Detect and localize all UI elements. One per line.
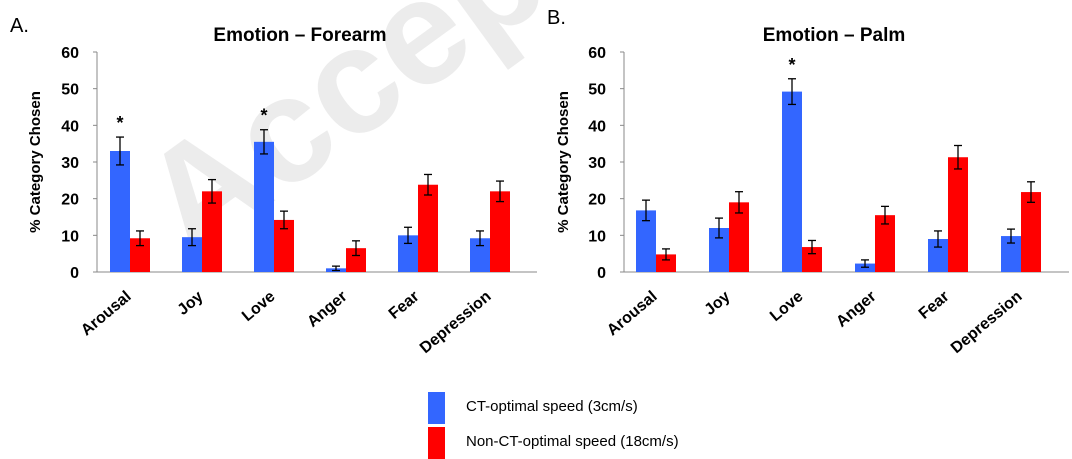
panel-b-x-tick-label: Fear bbox=[916, 288, 953, 323]
panel-a-significance-star: * bbox=[260, 106, 267, 126]
panel-a-x-tick-label: Joy bbox=[175, 288, 207, 319]
panel-b-x-tick-label: Depression bbox=[948, 288, 1026, 357]
panel-b-y-tick-label: 30 bbox=[588, 155, 606, 172]
panel-b-bar-ct bbox=[782, 91, 802, 272]
panel-b-significance-star: * bbox=[788, 55, 795, 75]
panel-b-bar-non-ct bbox=[948, 157, 968, 272]
panel-b-y-tick-label: 10 bbox=[588, 228, 606, 245]
panel-a-y-tick-label: 30 bbox=[61, 155, 79, 172]
panel-b-y-tick-label: 60 bbox=[588, 45, 606, 62]
panel-a-y-tick-label: 0 bbox=[70, 265, 79, 282]
panel-b-bar-ct bbox=[1001, 236, 1021, 272]
panel-a-x-tick-label: Fear bbox=[386, 288, 423, 323]
panel-b-bar-non-ct bbox=[802, 247, 822, 272]
panel-a-x-tick-label: Anger bbox=[304, 288, 350, 331]
panel-a-bar-ct bbox=[254, 141, 274, 272]
panel-a-bar-non-ct bbox=[490, 191, 510, 272]
panel-a-bar-non-ct bbox=[346, 248, 366, 272]
panel-a-bar-ct bbox=[470, 238, 490, 272]
panel-b-y-axis-label: % Category Chosen bbox=[555, 91, 572, 233]
panel-b-bar-non-ct bbox=[875, 215, 895, 272]
panel-b-title: Emotion – Palm bbox=[763, 25, 906, 46]
panel-b-x-tick-label: Joy bbox=[702, 288, 734, 319]
panel-b-bar-ct bbox=[709, 228, 729, 272]
panel-b-x-tick-label: Anger bbox=[833, 288, 879, 331]
panel-b-x-tick-label: Love bbox=[767, 288, 807, 325]
panel-a-significance-star: * bbox=[116, 113, 123, 133]
panel-b-y-tick-label: 0 bbox=[597, 265, 606, 282]
panel-b-y-tick-label: 40 bbox=[588, 118, 606, 135]
panel-a-x-tick-label: Arousal bbox=[78, 288, 135, 339]
panel-a-title: Emotion – Forearm bbox=[213, 25, 386, 46]
legend-label-non-ct: Non-CT-optimal speed (18cm/s) bbox=[466, 433, 679, 450]
panel-b-bar-non-ct bbox=[1021, 192, 1041, 272]
panel-a-bar-ct bbox=[110, 151, 130, 272]
panel-a-bar-non-ct bbox=[274, 219, 294, 272]
panel-a-y-tick-label: 20 bbox=[61, 192, 79, 209]
panel-a-x-tick-label: Love bbox=[239, 288, 279, 325]
panel-b-bar-non-ct bbox=[729, 202, 749, 272]
legend-swatch-non-ct bbox=[428, 427, 445, 459]
panel-a-label: A. bbox=[10, 15, 29, 37]
panel-a-bar-non-ct bbox=[418, 184, 438, 272]
panel-b-bar-ct bbox=[636, 210, 656, 272]
panel-a-bar-ct bbox=[398, 235, 418, 272]
panel-a-y-tick-label: 50 bbox=[61, 82, 79, 99]
panel-b-y-tick-label: 50 bbox=[588, 82, 606, 99]
panel-a-y-tick-label: 10 bbox=[61, 228, 79, 245]
panel-a-bar-ct bbox=[182, 237, 202, 272]
panel-a-y-tick-label: 40 bbox=[61, 118, 79, 135]
panel-b-bar-non-ct bbox=[656, 254, 676, 272]
panel-b-label: B. bbox=[547, 7, 566, 29]
panel-a-y-axis-label: % Category Chosen bbox=[27, 91, 44, 233]
legend-label-ct: CT-optimal speed (3cm/s) bbox=[466, 398, 638, 415]
panel-b-y-tick-label: 20 bbox=[588, 192, 606, 209]
panel-a-bar-non-ct bbox=[202, 191, 222, 272]
legend-swatch-ct bbox=[428, 392, 445, 424]
panel-a-y-tick-label: 60 bbox=[61, 45, 79, 62]
panel-b-bar-ct bbox=[928, 239, 948, 272]
panel-b-x-tick-label: Arousal bbox=[604, 288, 661, 339]
panel-a-bar-non-ct bbox=[130, 238, 150, 272]
panel-a-x-tick-label: Depression bbox=[417, 288, 495, 357]
